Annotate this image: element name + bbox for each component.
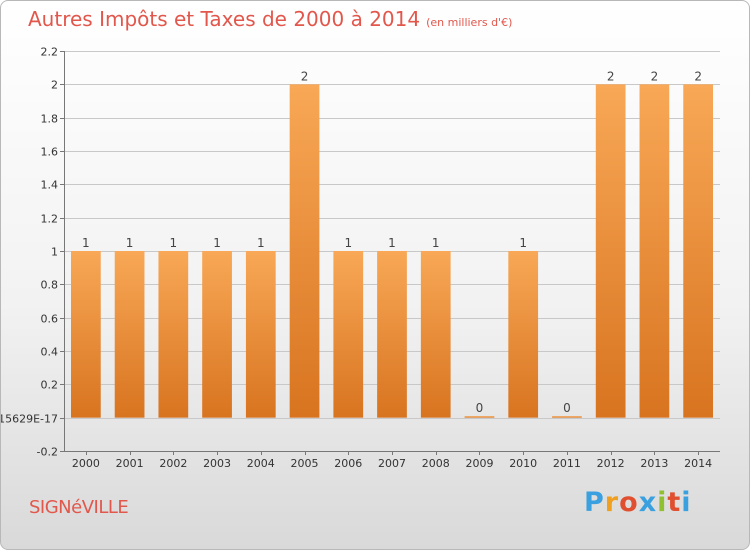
logo-letter: i: [657, 487, 668, 518]
y-tick-label: -0.2: [37, 446, 58, 459]
x-tick-label: 2006: [334, 457, 362, 470]
x-tick-label: 2002: [159, 457, 187, 470]
data-label: 1: [213, 236, 221, 250]
x-tick-label: 2005: [291, 457, 319, 470]
bar: [70, 251, 101, 418]
proxiti-logo[interactable]: Proxiti: [584, 487, 692, 518]
axes: -0.2 -15629E-17 0.2 0.4 0.6 0.8 1 1.2 1.4 1.6 1.8 2…: [1, 46, 720, 470]
bar: [639, 84, 670, 418]
y-tick-label: 2.2: [41, 46, 59, 59]
bars: [70, 84, 714, 418]
data-label: 1: [344, 236, 352, 250]
bar: [202, 251, 232, 418]
logo-letter: r: [604, 487, 620, 518]
data-label: 2: [301, 69, 309, 83]
bar: [464, 416, 495, 418]
x-tick-label: 2011: [553, 457, 581, 470]
y-tick-label: 1.6: [41, 146, 59, 159]
data-label: 1: [432, 236, 440, 250]
bar: [114, 251, 145, 418]
data-label: 1: [388, 236, 396, 250]
data-label: 2: [607, 69, 615, 83]
logo-letter: t: [667, 487, 682, 518]
bar: [683, 84, 714, 418]
title-text: Autres Impôts et Taxes de 2000 à 2014: [28, 7, 421, 31]
data-label: 1: [82, 236, 90, 250]
x-tick-label: 2010: [509, 457, 537, 470]
x-tick-label: 2004: [247, 457, 275, 470]
x-tick-label: 2014: [684, 457, 712, 470]
logo-letter: i: [681, 487, 692, 518]
data-label: 0: [563, 401, 571, 415]
x-tick-label: 2001: [116, 457, 144, 470]
y-tick-label: 0.6: [41, 313, 59, 326]
x-tick-label: 2013: [640, 457, 668, 470]
y-tick-label: 1.2: [41, 213, 59, 226]
x-tick-label: 2012: [597, 457, 625, 470]
x-tick-label: 2008: [422, 457, 450, 470]
data-label: 2: [694, 69, 702, 83]
data-label: 1: [519, 236, 527, 250]
bar: [595, 84, 626, 418]
data-label: 0: [476, 401, 484, 415]
bar: [508, 251, 539, 418]
y-tick-label: -15629E-17: [1, 413, 58, 426]
bar: [289, 84, 320, 418]
data-label: 2: [651, 69, 659, 83]
bar: [245, 251, 276, 418]
bar: [420, 251, 451, 418]
data-label: 1: [170, 236, 178, 250]
logo-letter: o: [619, 487, 639, 518]
x-tick-label: 2007: [378, 457, 406, 470]
data-labels: 1 1 1 1 1 2 1 1 1 0 1 0 2 2 2: [82, 69, 702, 415]
commune-name: SIGNéVILLE: [29, 497, 129, 518]
bar: [552, 416, 582, 418]
chart-title: Autres Impôts et Taxes de 2000 à 2014 (en…: [28, 7, 512, 31]
y-tick-label: 0.8: [41, 279, 59, 292]
y-tick-label: 2: [51, 79, 58, 92]
bar: [158, 251, 189, 418]
bar: [333, 251, 364, 418]
x-tick-label: 2009: [465, 457, 493, 470]
x-tick-label: 2000: [72, 457, 100, 470]
y-tick-label: 1.8: [41, 113, 59, 126]
title-unit: (en milliers d'€): [426, 16, 513, 29]
y-tick-label: 0.2: [41, 379, 59, 392]
data-label: 1: [126, 236, 134, 250]
logo-letter: P: [584, 487, 605, 518]
data-label: 1: [257, 236, 265, 250]
y-tick-label: 0.4: [41, 346, 59, 359]
y-tick-label: 1.4: [41, 179, 59, 192]
y-tick-label: 1: [51, 246, 58, 259]
x-tick-label: 2003: [203, 457, 231, 470]
logo-letter: x: [638, 487, 658, 518]
bar: [377, 251, 407, 418]
